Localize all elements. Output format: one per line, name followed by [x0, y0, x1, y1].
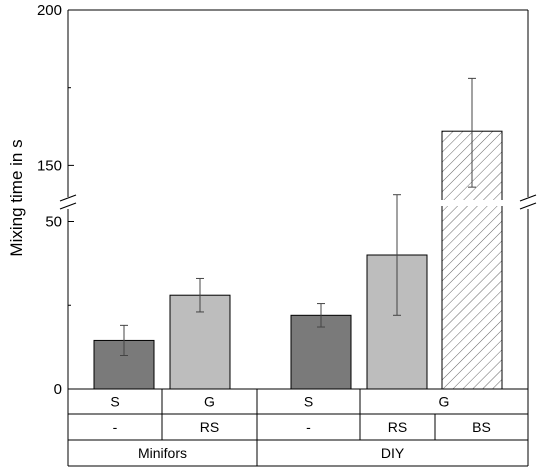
table-cell-label: S [304, 394, 313, 410]
bar [290, 314, 352, 390]
table-cell-label: G [439, 394, 450, 410]
table-cell-label: BS [472, 419, 491, 435]
table-cell-label: RS [200, 419, 219, 435]
bars-layer [93, 130, 503, 390]
category-table: S G S G - RS - RS BS Minifors DIY [67, 389, 529, 467]
y-axis-ticks: 0 50 150 200 [37, 2, 74, 398]
error-bars-layer [120, 77, 476, 356]
y-tick-label: 200 [37, 2, 62, 19]
break-mask [60, 199, 76, 207]
break-slash [519, 194, 537, 202]
bar-break-gap [441, 200, 503, 206]
table-cell-label: Minifors [138, 445, 187, 461]
break-slash [59, 194, 77, 202]
table-cell-label: - [113, 419, 118, 435]
table-cell-label: G [204, 394, 215, 410]
break-slash [519, 202, 537, 210]
break-mask [520, 199, 536, 207]
table-cell-label: - [306, 419, 311, 435]
break-slash [59, 202, 77, 210]
y-tick-label: 0 [54, 381, 62, 398]
axis-break-marks [59, 194, 537, 210]
y-axis-label: Mixing time in s [7, 139, 26, 256]
y-tick-label: 50 [45, 214, 62, 231]
y-tick-label: 150 [37, 157, 62, 174]
table-cell-label: S [110, 394, 119, 410]
table-cell-label: RS [388, 419, 407, 435]
table-cell-label: DIY [381, 445, 405, 461]
